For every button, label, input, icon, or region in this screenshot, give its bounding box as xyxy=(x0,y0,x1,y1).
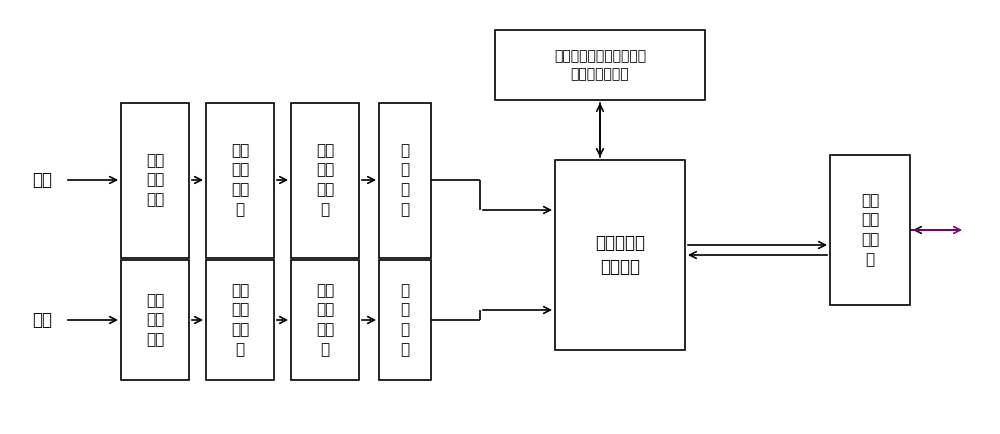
Bar xyxy=(830,155,910,305)
Bar xyxy=(379,260,431,380)
Text: 采
样
单
元: 采 样 单 元 xyxy=(400,283,410,357)
Text: 采
样
单
元: 采 样 单 元 xyxy=(400,143,410,217)
Text: 简单人机接口（指示灯、
启动复位按钮）: 简单人机接口（指示灯、 启动复位按钮） xyxy=(554,49,646,81)
Bar xyxy=(379,102,431,257)
Bar xyxy=(555,160,685,350)
Bar xyxy=(495,30,705,100)
Text: 光电
转换
单元: 光电 转换 单元 xyxy=(146,153,164,207)
Text: 光纤: 光纤 xyxy=(32,171,52,189)
Text: 数据处理与
控制单元: 数据处理与 控制单元 xyxy=(595,234,645,276)
Bar xyxy=(206,102,274,257)
Text: 电信
号放
大单
元: 电信 号放 大单 元 xyxy=(316,283,334,357)
Text: 短距
离通
信单
元: 短距 离通 信单 元 xyxy=(861,193,879,267)
Bar xyxy=(206,260,274,380)
Text: 电信
号放
大单
元: 电信 号放 大单 元 xyxy=(316,143,334,217)
Text: 电信
号放
大单
元: 电信 号放 大单 元 xyxy=(231,283,249,357)
Text: 光纤: 光纤 xyxy=(32,311,52,329)
Bar xyxy=(121,102,189,257)
Text: 电信
号放
大单
元: 电信 号放 大单 元 xyxy=(231,143,249,217)
Bar xyxy=(291,102,359,257)
Text: 光电
转换
单元: 光电 转换 单元 xyxy=(146,293,164,347)
Bar xyxy=(291,260,359,380)
Bar xyxy=(121,260,189,380)
